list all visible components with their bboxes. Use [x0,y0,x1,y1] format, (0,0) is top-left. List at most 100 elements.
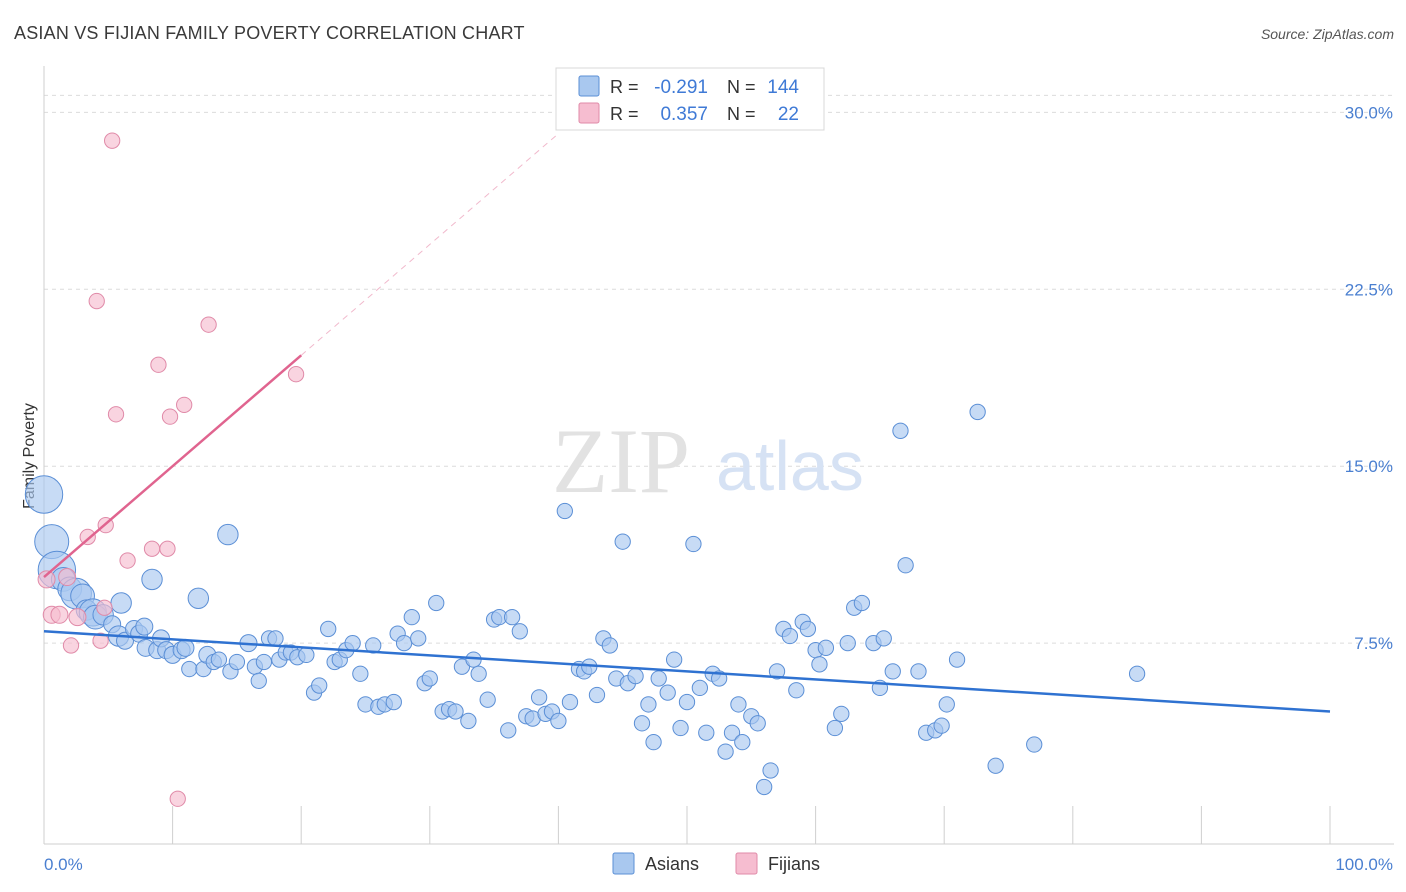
fijian-point [79,528,96,546]
asian-point [217,523,239,546]
fijians-points [37,132,305,807]
asian-point [768,663,786,680]
fijian-point [104,132,121,149]
asian-point [892,422,909,439]
gridlines [44,94,1394,644]
asian-point [948,651,966,668]
asian-point [627,667,644,685]
asian-point [385,693,402,711]
asian-point [1128,665,1146,682]
y-tick-label: 7.5% [1354,634,1393,653]
asian-point [228,653,246,671]
fijians-r-label: R = [610,104,639,124]
y-tick-label: 30.0% [1345,103,1393,122]
chart-title: ASIAN VS FIJIAN FAMILY POVERTY CORRELATI… [14,23,525,43]
asian-point [1026,736,1043,753]
asian-point [24,475,64,514]
fijian-point [50,605,69,624]
asian-point [734,734,751,751]
asian-point [756,778,773,796]
fijian-point [287,366,305,383]
asian-point [428,594,445,612]
x-tick-label: 100.0% [1335,855,1393,874]
asian-point [352,665,369,682]
asians-swatch [578,75,600,97]
asians-r-label: R = [610,77,639,97]
fijian-point [62,637,80,654]
asian-point [503,608,521,626]
asian-point [938,696,955,713]
watermark: ZIP atlas [552,410,864,512]
asian-point [749,715,766,732]
fijians-r-value: 0.357 [660,104,708,125]
fijian-point [176,396,193,414]
asian-point [311,677,328,694]
fijian-point [37,570,56,589]
asian-point [678,693,696,711]
fijian-point [92,632,109,649]
asian-point [685,535,702,553]
asian-point [730,696,747,713]
asian-point [447,703,464,720]
asian-point [479,691,496,708]
legend-fijians-label: Fijians [768,854,820,874]
asian-point [176,638,195,657]
stats-legend: R = -0.291 N = 144 R = 0.357 N = 22 [555,67,825,131]
fijian-point [107,406,125,423]
fijians-n-label: N = [727,104,756,124]
fijian-point [143,540,161,557]
asian-point [365,637,382,654]
axes [43,66,1394,845]
asian-point [267,630,284,647]
legend-asians-label: Asians [645,854,699,874]
fijian-point [150,356,167,373]
asian-point [550,712,567,730]
fijians-trendline-extension [300,133,559,356]
asian-point [645,734,662,751]
fijian-point [96,599,113,616]
legend-asians-swatch [612,852,635,875]
asian-point [135,617,154,636]
asian-point [781,627,799,645]
asian-point [650,670,667,687]
fijian-point [161,408,179,425]
y-tick-label: 22.5% [1345,280,1393,299]
asian-point [910,663,927,680]
fijians-swatch [578,102,600,124]
fijian-point [68,608,87,627]
asian-point [817,639,835,656]
asian-point [839,634,856,652]
fijian-point [200,316,217,333]
asian-point [811,656,828,673]
asian-point [633,715,651,732]
asians-n-label: N = [727,77,756,97]
asian-point [601,637,618,654]
chart-source: Source: ZipAtlas.com [1261,26,1394,42]
asian-point [255,653,273,671]
asian-point [250,672,267,689]
asian-point [933,717,950,734]
asian-point [762,762,779,779]
asians-trendline [43,630,1331,713]
fijian-point [58,568,77,587]
asian-point [530,689,548,706]
x-tick-label: 0.0% [44,855,83,874]
fijian-point [88,292,105,310]
asian-point [614,533,631,550]
asian-point [698,724,715,741]
asian-point [853,594,871,612]
asian-point [875,630,892,647]
asian-point [691,679,709,697]
asian-point [897,557,914,574]
watermark-zip: ZIP [552,410,690,512]
y-tick-label: 15.0% [1345,457,1393,476]
tick-labels: 7.5% 15.0% 22.5% 30.0% 0.0% 100.0% [44,103,1393,874]
bottom-legend: Asians Fijians [612,852,820,875]
asian-point [672,719,689,737]
asian-point [826,719,844,737]
asian-point [320,620,337,638]
asian-point [969,403,986,421]
asian-point [556,502,573,520]
fijians-n-value: 22 [778,104,799,125]
asian-point [395,634,413,652]
